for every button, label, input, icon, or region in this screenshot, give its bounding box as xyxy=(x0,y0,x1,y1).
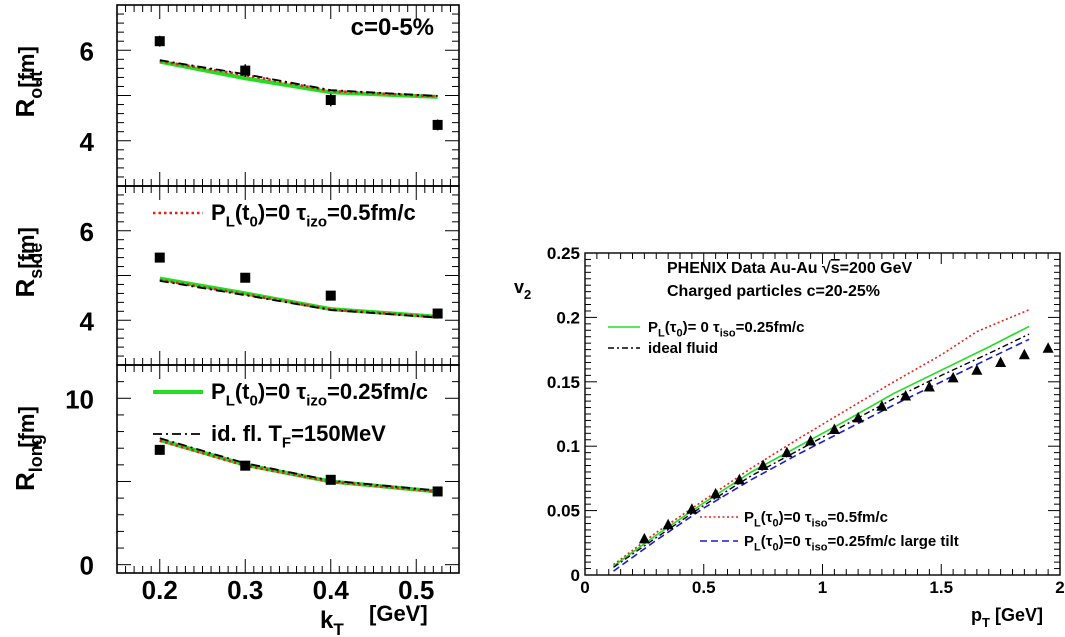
data-point xyxy=(154,36,165,47)
x-tick-label: 0 xyxy=(580,578,589,597)
legend-text: PL(τ0)=0 τiso=0.25fm/c large tilt xyxy=(744,533,959,554)
data-point xyxy=(154,252,165,263)
y-tick-label: 0 xyxy=(571,566,580,585)
y-tick-label: 0.1 xyxy=(556,437,580,456)
x-axis-label: pT [GeV] xyxy=(971,605,1043,630)
x-tick-label: 0.3 xyxy=(227,575,263,605)
x-tick-label: 1 xyxy=(818,578,827,597)
y-axis-label: Rout xyxy=(10,71,46,118)
data-point xyxy=(325,474,336,485)
series-line-red-dotted xyxy=(159,59,438,98)
data-point xyxy=(1042,342,1054,353)
data-point xyxy=(947,371,959,383)
panel-left-middle: 4 6 Rside[fm] PL(t0)=0 τizo=0.5fm/c xyxy=(10,185,460,366)
panel-left-bottom: 0 10 Rlong[fm] PL(t0)=0 τizo=0.25fm/c id. fl… xyxy=(10,364,460,637)
y-axis-unit: [fm] xyxy=(14,406,39,448)
y-tick-label: 0.15 xyxy=(547,373,580,392)
data-point xyxy=(900,389,912,401)
series-line-red-dotted-thin xyxy=(613,308,1030,566)
data-point xyxy=(154,444,165,455)
data-point xyxy=(971,364,983,375)
right-v2-figure: 0 0.5 1 1.5 2 0 0.05 0.1 0.15 0.2 0.25 v2 pT [GeV] PH… xyxy=(514,244,1065,630)
y-tick-label: 0 xyxy=(80,551,94,581)
series-line-red-dotted xyxy=(159,278,438,319)
y-tick-label: 10 xyxy=(65,384,94,414)
data-point xyxy=(662,518,674,530)
y-axis-label: v2 xyxy=(514,277,531,302)
data-point xyxy=(432,308,443,319)
y-axis-unit: [fm] xyxy=(14,46,39,88)
y-tick-label: 0.05 xyxy=(547,502,580,521)
series-line-black-dashdot-thin xyxy=(613,333,1030,568)
data-point xyxy=(781,446,793,458)
series-line-blue-dashed xyxy=(613,338,1030,572)
x-tick-label: 1.5 xyxy=(929,578,953,597)
x-axis-unit: [GeV] xyxy=(369,601,428,626)
y-tick-label: 0.2 xyxy=(556,308,580,327)
data-point xyxy=(325,290,336,301)
chart-title-line2: Charged particles c=20-25% xyxy=(667,283,880,300)
y-tick-label: 0.25 xyxy=(547,244,580,263)
y-tick-label: 6 xyxy=(80,217,94,247)
legend-text: id. fl. TF=150MeV xyxy=(211,421,386,452)
y-tick-label: 4 xyxy=(80,306,95,336)
y-axis-unit: [fm] xyxy=(14,227,39,269)
data-point xyxy=(325,95,336,106)
x-tick-label: 0.4 xyxy=(313,575,350,605)
legend-text: PL(t0)=0 τizo=0.25fm/c xyxy=(211,379,428,410)
y-tick-label: 4 xyxy=(80,127,95,157)
y-axis-label: Rside xyxy=(10,243,46,298)
data-point xyxy=(240,460,251,471)
data-point xyxy=(710,487,722,499)
data-point xyxy=(828,423,840,434)
x-tick-label: 0.2 xyxy=(142,575,178,605)
legend-text: PL(t0)=0 τizo=0.5fm/c xyxy=(211,200,416,231)
data-point xyxy=(1018,348,1030,360)
chart-title-line1: PHENIX Data Au-Au √s=200 GeV xyxy=(667,260,913,277)
series-line-green-solid xyxy=(159,437,438,494)
data-point xyxy=(686,503,698,514)
data-point xyxy=(995,356,1007,367)
data-point xyxy=(876,400,888,411)
data-point xyxy=(757,459,769,471)
panel-right: 0 0.5 1 1.5 2 0 0.05 0.1 0.15 0.2 0.25 v2 pT [GeV] PH… xyxy=(514,244,1065,630)
data-point xyxy=(240,272,251,283)
series-line-green-solid xyxy=(159,276,438,319)
legend-text: PL(τ0)=0 τiso=0.5fm/c xyxy=(744,509,888,530)
data-point xyxy=(240,65,251,76)
x-axis-label: kT xyxy=(320,607,344,637)
series-line-red-dotted xyxy=(159,439,438,494)
series-line-black-dashdot xyxy=(159,59,438,97)
data-point xyxy=(733,473,745,485)
data-point xyxy=(923,380,935,392)
series-line-green-solid-thin xyxy=(613,325,1030,567)
centrality-annotation: c=0-5% xyxy=(351,14,434,41)
x-tick-label: 0.5 xyxy=(398,575,434,605)
data-point xyxy=(432,486,443,497)
data-point xyxy=(805,435,817,446)
data-point xyxy=(852,411,864,423)
series-line-black-dashdot xyxy=(159,437,438,492)
legend-text: PL(τ0)= 0 τiso=0.25fm/c xyxy=(648,319,804,340)
legend-text: ideal fluid xyxy=(648,340,718,357)
data-point xyxy=(638,532,650,544)
y-tick-label: 6 xyxy=(80,36,94,66)
x-tick-label: 0.5 xyxy=(692,578,716,597)
panel-left-top: 4 6 Rout[fm] c=0-5% xyxy=(10,4,460,187)
y-axis-label: Rlong xyxy=(10,434,46,491)
data-point xyxy=(432,119,443,130)
x-tick-label: 2 xyxy=(1055,578,1064,597)
series-line-black-dashdot xyxy=(159,280,438,319)
